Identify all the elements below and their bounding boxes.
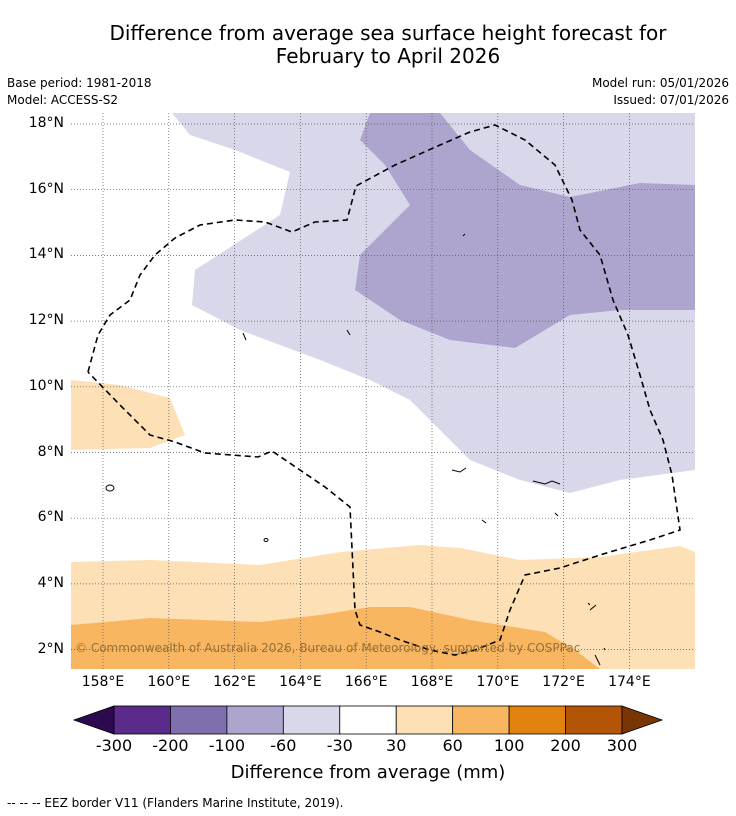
island: [451, 467, 467, 473]
lon-label: 158°E: [81, 674, 125, 690]
title-line-1: Difference from average sea surface heig…: [109, 21, 667, 45]
colorbar-label: Difference from average (mm): [230, 762, 506, 783]
colorbar-swatch: [170, 705, 228, 735]
colorbar-swatch: [113, 705, 171, 735]
lat-label: 4°N: [37, 574, 64, 591]
copyright-notice: © Commonwealth of Australia 2026, Bureau…: [75, 641, 581, 655]
eez-border: [87, 124, 681, 656]
contour-bottom-orange: [71, 607, 600, 669]
island: [594, 654, 601, 666]
model-run: Model run: 05/01/2026: [591, 76, 729, 90]
island: [346, 329, 351, 336]
island: [462, 233, 466, 237]
meta-right: Model run: 05/01/2026 Issued: 07/01/2026: [592, 75, 729, 109]
lat-label: 8°N: [37, 443, 64, 460]
island: [105, 484, 115, 492]
colorbar-tick-label: 100: [493, 736, 525, 755]
colorbar-tick-label: 200: [550, 736, 581, 755]
colorbar-tick-label: 30: [386, 736, 407, 755]
lon-label: 168°E: [410, 674, 454, 690]
island: [587, 602, 597, 611]
island: [603, 647, 606, 651]
colorbar-swatch: [565, 705, 623, 735]
colorbar-swatch: [339, 705, 397, 735]
lon-label: 164°E: [279, 674, 322, 690]
map-fields: [71, 113, 695, 669]
lat-label: 2°N: [37, 640, 64, 657]
meta-left: Base period: 1981-2018 Model: ACCESS-S2: [7, 75, 152, 109]
colorbar-tick-label: -200: [152, 736, 189, 755]
chart-title: Difference from average sea surface heig…: [40, 22, 736, 68]
lat-label: 18°N: [28, 115, 64, 131]
contour-left-orange-blob: [71, 380, 185, 450]
issued-date: Issued: 07/01/2026: [613, 93, 729, 107]
lat-label: 14°N: [28, 246, 64, 263]
colorbar-extend-low: [72, 705, 115, 735]
colorbar-tick-label: -100: [208, 736, 246, 755]
colorbar-swatch: [395, 705, 454, 735]
colorbar-tick-label: 300: [606, 736, 638, 755]
island: [242, 332, 247, 341]
island: [481, 519, 487, 524]
lon-label: 166°E: [344, 674, 388, 690]
colorbar-swatch: [282, 705, 341, 735]
lat-label: 12°N: [28, 312, 64, 329]
colorbar-swatch: [508, 705, 566, 735]
colorbar-extend-high: [621, 705, 664, 735]
title-line-2: February to April 2026: [275, 44, 501, 68]
lon-label: 162°E: [213, 674, 256, 690]
lon-label: 170°E: [476, 674, 520, 690]
lat-label: 6°N: [37, 509, 64, 526]
lon-label: 160°E: [147, 674, 191, 690]
island: [532, 480, 561, 485]
colorbar-tick-label: -30: [326, 736, 353, 755]
lon-label: 172°E: [542, 674, 585, 690]
colorbar: [72, 705, 664, 735]
island: [554, 512, 559, 517]
colorbar-tick-label: 60: [442, 736, 463, 755]
lat-label: 10°N: [28, 377, 64, 394]
island: [263, 538, 269, 542]
colorbar-swatch: [226, 705, 284, 735]
base-period: Base period: 1981-2018: [7, 76, 152, 90]
lat-label: 16°N: [28, 180, 64, 197]
eez-footnote: -- -- -- EEZ border V11 (Flanders Marine…: [7, 796, 344, 810]
lon-label: 174°E: [608, 674, 651, 690]
colorbar-tick-label: -300: [95, 736, 133, 755]
map-gridlines: [71, 113, 695, 669]
colorbar-swatch: [452, 705, 510, 735]
colorbar-tick-label: -60: [270, 736, 297, 755]
island-markings: [105, 233, 606, 666]
model-name: Model: ACCESS-S2: [7, 93, 119, 107]
